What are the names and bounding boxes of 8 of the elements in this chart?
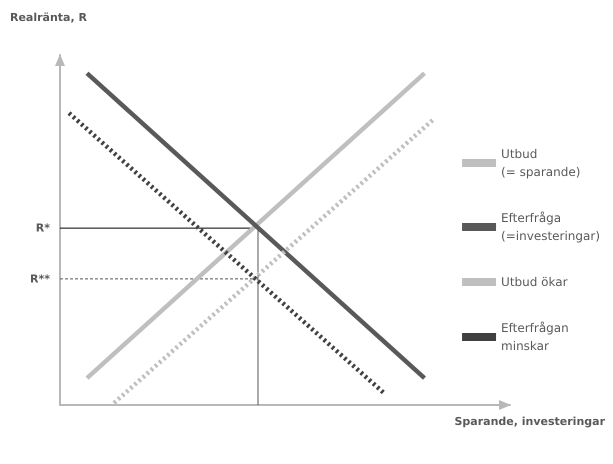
ref-line-label: R* [36,222,50,235]
ref-line-label: R** [30,272,50,286]
x-axis-title: Sparande, investeringar [454,415,606,428]
y-axis-title: Realränta, R [10,11,88,24]
legend-label: Utbud (= sparande) [501,147,580,179]
legend-label: Efterfrågan minskar [501,321,569,353]
legend-label: Efterfråga (=investeringar) [501,211,600,243]
legend-label: Utbud ökar [501,275,568,289]
